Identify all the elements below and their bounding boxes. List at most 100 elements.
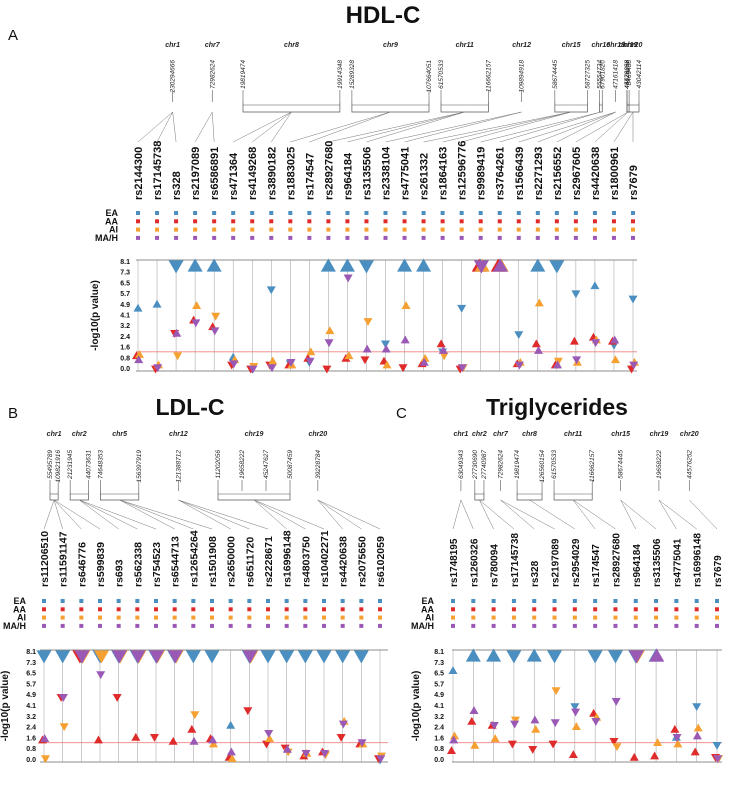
position-label: 109821916 — [55, 450, 62, 483]
population-marker — [269, 211, 274, 215]
data-marker-ea — [339, 258, 355, 272]
chromosome-label: chr15 — [562, 42, 581, 49]
snp-connector — [594, 111, 629, 143]
chromosome-label: chr2 — [72, 431, 87, 438]
data-marker-ai — [612, 743, 622, 752]
population-marker — [79, 623, 84, 628]
data-marker-mah — [134, 355, 144, 364]
data-marker-mah — [242, 650, 258, 664]
population-marker — [136, 219, 140, 224]
snp-connector — [253, 499, 306, 530]
population-marker — [516, 219, 521, 224]
population-marker — [364, 227, 369, 232]
data-marker-ai — [363, 318, 373, 326]
population-marker — [155, 235, 160, 240]
population-marker — [193, 219, 198, 224]
data-marker-mah — [692, 731, 702, 740]
position-label: 58674445 — [552, 60, 559, 89]
y-tick-label: 4.1 — [26, 703, 36, 710]
snp-connector — [53, 499, 82, 530]
y-tick-label: 8.1 — [434, 649, 444, 656]
population-marker — [135, 623, 140, 628]
population-marker — [497, 227, 502, 232]
population-marker — [552, 623, 557, 628]
population-marker — [535, 235, 540, 240]
data-marker-aa — [629, 752, 639, 761]
chromosome-label: chr11 — [564, 431, 582, 438]
population-marker — [491, 615, 496, 620]
chart-title: Triglycerides — [486, 394, 628, 420]
population-marker — [631, 235, 635, 240]
population-marker — [572, 599, 577, 603]
population-marker — [303, 607, 308, 612]
data-marker-ea — [692, 703, 702, 712]
population-marker — [511, 623, 516, 628]
snp-label: rs3135506 — [361, 147, 373, 200]
population-marker — [307, 211, 312, 215]
y-axis-label: -log10(p value) — [411, 671, 422, 742]
population-marker — [471, 599, 476, 603]
y-tick-label: 4.9 — [26, 692, 36, 699]
snp-label: rs6102059 — [375, 536, 387, 587]
population-marker — [212, 227, 217, 232]
snp-label: rs964184 — [632, 544, 643, 587]
data-marker-mah — [571, 708, 581, 717]
data-marker-aa — [112, 693, 122, 702]
population-marker — [79, 615, 84, 620]
population-marker — [497, 235, 502, 240]
population-marker — [212, 211, 217, 215]
snp-connector — [347, 111, 465, 143]
population-marker — [516, 235, 521, 240]
population-marker — [378, 615, 382, 620]
population-marker — [631, 219, 635, 224]
population-marker — [552, 615, 557, 620]
data-marker-mah — [362, 344, 372, 353]
position-label: 61570533 — [551, 450, 558, 479]
population-marker — [193, 227, 198, 232]
snp-connector — [537, 111, 616, 143]
data-marker-ai — [306, 347, 316, 356]
population-marker — [459, 219, 464, 224]
population-marker — [478, 219, 483, 224]
population-marker — [497, 219, 502, 224]
population-marker — [269, 235, 274, 240]
population-marker — [79, 599, 84, 603]
snp-label: rs6511720 — [244, 537, 256, 587]
snp-label: rs1800961 — [609, 147, 621, 200]
population-marker — [288, 211, 293, 215]
region-bracket — [351, 102, 430, 113]
snp-label: rs780094 — [490, 544, 501, 587]
snp-connector — [156, 111, 173, 143]
position-label: 43042114 — [636, 60, 643, 89]
data-marker-aa — [168, 736, 178, 745]
population-marker — [532, 615, 537, 620]
chromosome-label: chr7 — [205, 42, 221, 49]
snp-connector — [556, 111, 616, 143]
population-marker — [611, 211, 616, 215]
data-marker-mah — [210, 327, 220, 336]
data-marker-ai — [59, 723, 69, 732]
population-marker — [592, 227, 597, 232]
population-marker — [191, 615, 196, 620]
y-tick-label: 7.3 — [120, 270, 130, 277]
population-marker — [359, 607, 364, 612]
y-tick-label: 6.5 — [434, 671, 444, 678]
data-marker-ai — [610, 355, 620, 364]
population-marker — [532, 599, 537, 603]
population-marker — [573, 219, 578, 224]
snp-label: rs328 — [171, 171, 183, 200]
region-bracket — [554, 102, 588, 113]
data-marker-ea — [260, 650, 276, 664]
population-label: AA — [13, 604, 26, 614]
y-tick-label: 6.5 — [120, 280, 130, 287]
data-marker-ai — [470, 740, 480, 749]
data-marker-mah — [591, 339, 601, 348]
data-marker-ai — [693, 723, 703, 732]
population-marker — [478, 235, 483, 240]
population-marker — [340, 599, 345, 603]
data-marker-mah — [628, 650, 644, 664]
population-marker — [654, 599, 659, 603]
population-marker — [573, 227, 578, 232]
population-marker — [269, 219, 274, 224]
